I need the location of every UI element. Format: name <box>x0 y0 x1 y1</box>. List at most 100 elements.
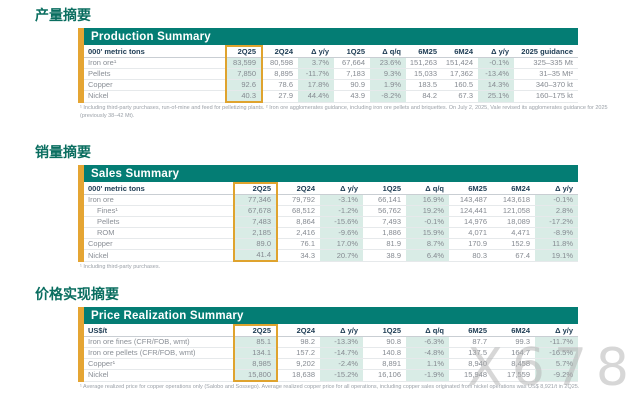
table-row: Iron ore¹ 83,599 80,598 3.7% 67,664 23.6% 151,… <box>84 57 578 69</box>
price-table: US$/t 2Q25 2Q24 Δ y/y 1Q25 Δ q/q 6M25 6M24 Δ y/y… <box>84 324 578 383</box>
value-cell: -2.4% <box>320 358 363 371</box>
value-cell: 17.0% <box>320 238 363 251</box>
row-label: Copper <box>84 79 226 91</box>
table-title-bar: Production Summary <box>84 28 578 45</box>
value-cell: -0.1% <box>478 57 514 69</box>
value-cell: 14.3% <box>478 79 514 91</box>
value-cell: 140.8 <box>363 347 406 360</box>
value-cell: -15.2% <box>320 369 363 382</box>
table-footnote: ¹ Average realized price for copper oper… <box>80 384 580 391</box>
table-row: Pellets 7,483 8,864 -15.6% 7,493 -0.1% 14,976 1… <box>84 216 578 229</box>
value-cell: 25.1% <box>478 90 514 103</box>
value-cell: 90.9 <box>334 79 370 91</box>
row-label: Copper <box>84 238 234 251</box>
unit-header-cell: US$/t <box>84 325 234 338</box>
value-cell: 43.9 <box>334 90 370 103</box>
value-cell: 151,424 <box>442 57 478 69</box>
value-cell: -11.7% <box>298 68 334 80</box>
value-cell: -3.1% <box>320 194 363 207</box>
value-cell: 183.5 <box>406 79 442 91</box>
value-cell: 8,458 <box>492 358 535 371</box>
value-cell: 15,800 <box>233 369 278 383</box>
value-cell: 2,185 <box>233 227 278 240</box>
value-cell: -8.2% <box>370 90 406 103</box>
value-cell: 66,141 <box>363 194 406 207</box>
value-cell: 79,792 <box>277 194 320 207</box>
value-cell: 143,618 <box>492 194 535 207</box>
header-cell: 6M25 <box>449 325 492 338</box>
value-cell: 8.7% <box>406 238 449 251</box>
value-cell: 68,512 <box>277 205 320 218</box>
table-row: Iron ore pellets (CFR/FOB, wmt) 134.1 157.… <box>84 347 578 360</box>
header-cell: Δ y/y <box>535 325 578 338</box>
table-row: Nickel 40.3 27.9 44.4% 43.9 -8.2% 84.2 67.3 25.1… <box>84 90 578 103</box>
header-cell: 6M25 <box>449 183 492 196</box>
value-cell: 7,493 <box>363 216 406 229</box>
value-cell: 98.2 <box>277 336 320 349</box>
value-cell: -1.9% <box>406 369 449 382</box>
value-cell: 18,089 <box>492 216 535 229</box>
value-cell: 8,864 <box>277 216 320 229</box>
value-cell: 20.7% <box>320 249 363 262</box>
value-cell: 41.4 <box>233 249 278 263</box>
value-cell: 11.8% <box>535 238 578 251</box>
value-cell: 23.6% <box>370 57 406 69</box>
value-cell: -4.8% <box>406 347 449 360</box>
value-cell: 16,106 <box>363 369 406 382</box>
value-cell: 76.1 <box>277 238 320 251</box>
header-cell: 2Q24 <box>277 183 320 196</box>
production-summary-section: 产量摘要 Production Summary 000' metric tons… <box>35 0 640 120</box>
value-cell: 7,850 <box>225 68 263 80</box>
value-cell: 325–335 Mt <box>514 57 578 69</box>
table-title: Production Summary <box>91 30 211 43</box>
table-title-bar: Price Realization Summary <box>84 307 578 325</box>
value-cell: -16.5% <box>535 347 578 360</box>
value-cell: 16.9% <box>406 194 449 207</box>
value-cell: 164.7 <box>492 347 535 360</box>
value-cell: 15,948 <box>449 369 492 382</box>
value-cell: -14.7% <box>320 347 363 360</box>
table-row: Nickel 15,800 18,638 -15.2% 16,106 -1.9% 15,94… <box>84 369 578 383</box>
header-cell: 6M24 <box>442 46 478 58</box>
row-label: Nickel <box>84 90 226 103</box>
value-cell: -9.6% <box>320 227 363 240</box>
value-cell: 77,346 <box>233 194 278 207</box>
sales-table-wrap: Sales Summary 000' metric tons 2Q25 2Q24 Δ … <box>78 165 578 263</box>
value-cell: 3.7% <box>298 57 334 69</box>
value-cell: 80,598 <box>262 57 298 69</box>
header-cell: 2Q25 <box>225 45 263 58</box>
value-cell: 8,940 <box>449 358 492 371</box>
value-cell: 85.1 <box>233 336 278 349</box>
value-cell: 124,441 <box>449 205 492 218</box>
value-cell: -0.1% <box>535 194 578 207</box>
table-row: Iron ore fines (CFR/FOB, wmt) 85.1 98.2 -13… <box>84 336 578 349</box>
row-label: Copper¹ <box>84 358 234 371</box>
value-cell: 1,886 <box>363 227 406 240</box>
table-row: Pellets 7,850 8,895 -11.7% 7,183 9.3% 15,033 17… <box>84 68 578 80</box>
row-label: Pellets <box>84 216 234 229</box>
section-title-zh: 价格实现摘要 <box>35 287 119 304</box>
header-cell: 6M25 <box>406 46 442 58</box>
header-cell: 6M24 <box>492 325 535 338</box>
value-cell: -1.2% <box>320 205 363 218</box>
sales-summary-section: 销量摘要 Sales Summary 000' metric tons 2Q25 2… <box>35 145 640 272</box>
value-cell: 160.5 <box>442 79 478 91</box>
price-table-wrap: Price Realization Summary US$/t 2Q25 2Q24 Δ… <box>78 307 578 383</box>
header-cell: Δ q/q <box>406 325 449 338</box>
value-cell: 92.6 <box>225 79 263 91</box>
value-cell: -9.2% <box>535 369 578 382</box>
value-cell: 15,033 <box>406 68 442 80</box>
header-cell: 1Q25 <box>363 183 406 196</box>
value-cell: 340–370 kt <box>514 79 578 91</box>
row-label: Nickel <box>84 249 234 262</box>
value-cell: 14,976 <box>449 216 492 229</box>
header-cell: Δ q/q <box>370 46 406 58</box>
header-cell: 6M24 <box>492 183 535 196</box>
value-cell: 17,559 <box>492 369 535 382</box>
table-title: Price Realization Summary <box>91 309 244 322</box>
value-cell: 44.4% <box>298 90 334 103</box>
table-row: ROM 2,185 2,416 -9.6% 1,886 15.9% 4,071 4,471 -8… <box>84 227 578 240</box>
value-cell: 7,183 <box>334 68 370 80</box>
table-footnote: ¹ Including third-party purchases. <box>80 264 161 271</box>
